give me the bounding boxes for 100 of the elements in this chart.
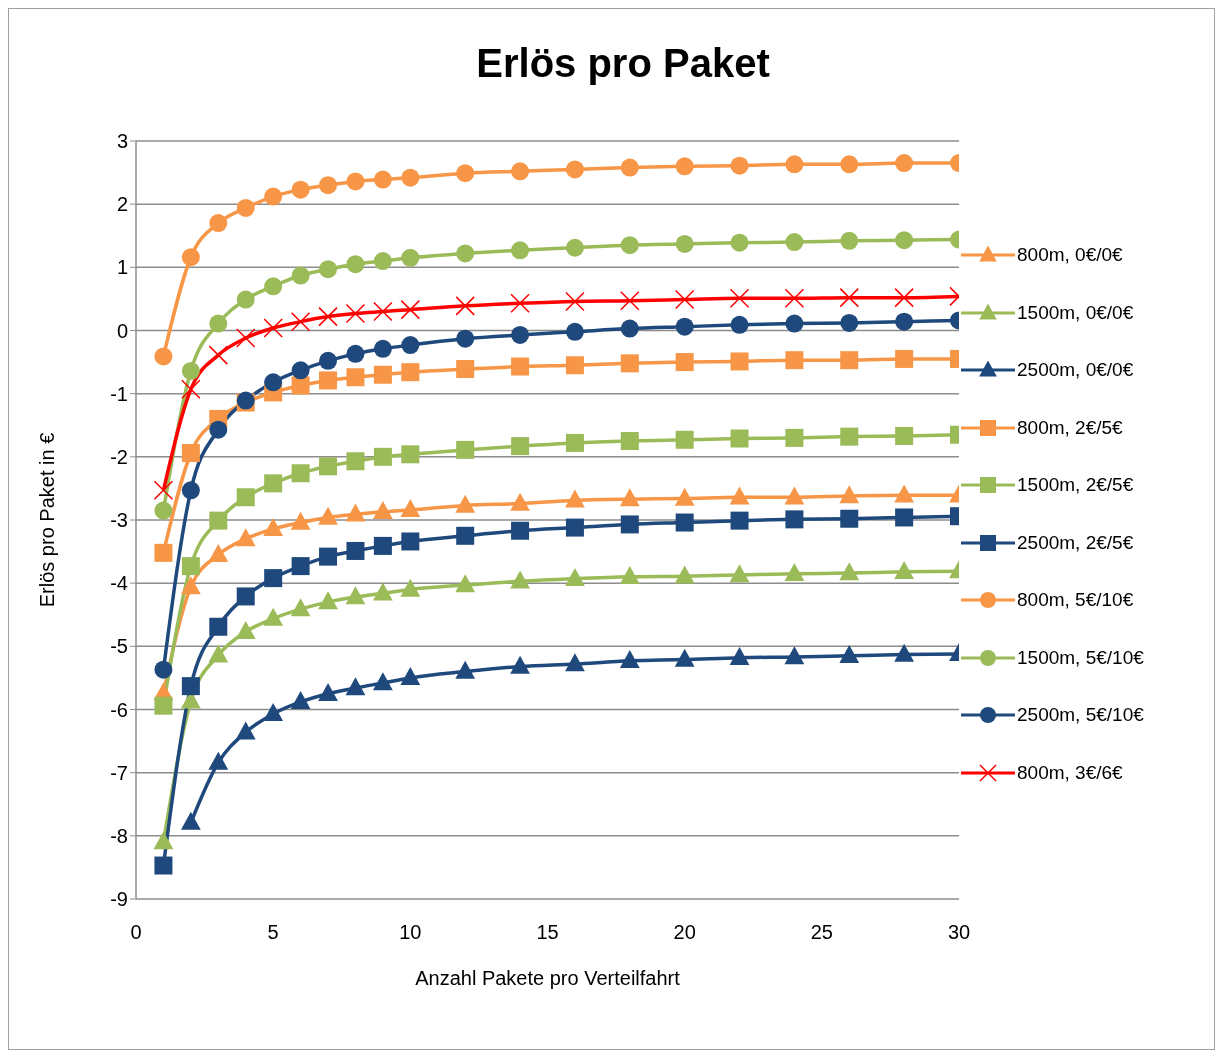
point: [319, 351, 338, 370]
point: [675, 513, 694, 532]
point: [730, 156, 749, 175]
point: [895, 154, 914, 173]
point: [400, 578, 421, 597]
x-tick-label: 5: [267, 921, 279, 944]
y-tick-label: -7: [110, 761, 128, 784]
point: [840, 427, 859, 446]
point: [511, 325, 530, 344]
point: [895, 312, 914, 331]
point: [209, 617, 228, 636]
point: [620, 515, 639, 534]
point: [619, 566, 640, 585]
y-tick-label: 0: [116, 319, 128, 342]
legend-label: 2500m, 2€/5€: [1017, 531, 1134, 554]
point: [674, 648, 695, 667]
x-tick-label: 25: [810, 921, 833, 944]
point: [290, 311, 311, 332]
point: [236, 198, 255, 217]
point: [401, 168, 420, 187]
point: [400, 499, 421, 518]
point: [785, 155, 804, 174]
point: [153, 831, 174, 850]
point: [373, 252, 392, 271]
point: [154, 501, 173, 520]
point: [840, 155, 859, 174]
point: [208, 543, 229, 562]
point: [236, 290, 255, 309]
point: [346, 255, 365, 274]
point: [373, 365, 392, 384]
point: [181, 444, 200, 463]
point: [291, 376, 310, 395]
point: [400, 667, 421, 686]
x-tick-label: 0: [130, 921, 142, 944]
point: [456, 360, 475, 379]
point: [208, 345, 229, 365]
point: [619, 488, 640, 507]
point: [675, 234, 694, 253]
point: [730, 511, 749, 530]
point: [729, 288, 750, 309]
point: [373, 301, 393, 322]
y-tick-label: -1: [110, 382, 128, 405]
point: [263, 703, 284, 722]
y-tick-label: 3: [116, 130, 128, 153]
point: [319, 260, 338, 279]
legend-label: 1500m, 5€/10€: [1017, 646, 1144, 669]
point: [154, 660, 173, 679]
point: [235, 621, 256, 640]
point: [785, 233, 804, 252]
point: [346, 541, 365, 560]
point: [620, 432, 639, 451]
point: [839, 287, 860, 308]
point: [511, 162, 530, 181]
point: [730, 233, 749, 252]
point: [401, 336, 420, 355]
point: [565, 433, 584, 452]
point: [373, 536, 392, 555]
point: [565, 160, 584, 179]
point: [565, 567, 585, 586]
point: [373, 447, 392, 466]
point: [208, 644, 229, 663]
point: [675, 353, 694, 372]
legend-label: 800m, 0€/0€: [1017, 244, 1123, 267]
point: [839, 562, 860, 581]
point: [511, 241, 530, 260]
point: [840, 509, 859, 528]
point: [346, 368, 365, 387]
chart-title: Erlös pro Paket: [475, 41, 771, 86]
point: [154, 543, 173, 562]
point: [455, 494, 476, 513]
point: [264, 187, 283, 206]
point: [373, 672, 393, 691]
y-tick-label: 1: [116, 256, 128, 279]
y-tick-label: -5: [110, 635, 128, 658]
point: [565, 356, 584, 375]
point: [784, 288, 805, 309]
point: [319, 176, 338, 195]
point: [511, 437, 530, 456]
point: [674, 487, 695, 506]
point: [153, 480, 174, 501]
point: [319, 371, 338, 390]
point: [620, 158, 639, 177]
point: [511, 357, 530, 376]
point: [319, 547, 338, 566]
point: [456, 329, 475, 348]
point: [565, 653, 585, 672]
point: [263, 518, 284, 537]
point: [455, 296, 475, 316]
point: [291, 557, 310, 576]
point: [291, 266, 310, 285]
x-axis-title: Anzahl Pakete pro Verteilfahrt: [415, 967, 681, 989]
point: [346, 172, 365, 191]
point: [318, 682, 338, 701]
point: [290, 598, 311, 617]
legend-label: 1500m, 0€/0€: [1017, 301, 1134, 324]
point: [785, 351, 804, 370]
point: [510, 492, 530, 511]
point: [619, 650, 640, 669]
point: [345, 303, 366, 324]
point: [895, 508, 914, 527]
